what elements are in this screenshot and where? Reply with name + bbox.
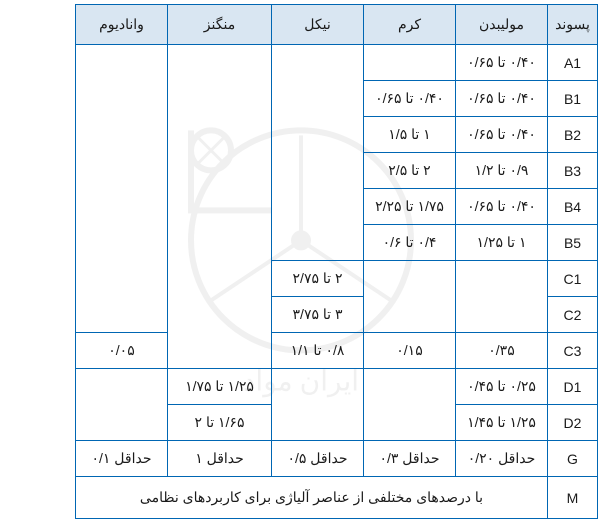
row-B2: B2 ۰/۴۰ تا ۰/۶۵ ۱ تا ۱/۵ — [0, 117, 598, 153]
cell-cr: ۱ تا ۱/۵ — [364, 117, 456, 153]
cell-cr — [364, 405, 456, 441]
cell-suffix: B5 — [548, 225, 598, 261]
cell-suffix: D1 — [548, 369, 598, 405]
cell-suffix: C2 — [548, 297, 598, 333]
row-B1: B1 ۰/۴۰ تا ۰/۶۵ ۰/۴۰ تا ۰/۶۵ — [0, 81, 598, 117]
cell-v — [76, 297, 168, 333]
cell-mo: ۰/۴۰ تا ۰/۶۵ — [456, 117, 548, 153]
col-suffix: پسوند — [548, 5, 598, 45]
cell-ni — [272, 189, 364, 225]
cell-ni: حداقل ۰/۵ — [272, 441, 364, 477]
cell-mn — [168, 261, 272, 297]
cell-mn — [168, 81, 272, 117]
cell-ni — [272, 153, 364, 189]
cell-cr: ۰/۴۰ تا ۰/۶۵ — [364, 81, 456, 117]
cell-v — [76, 45, 168, 81]
cell-v — [76, 153, 168, 189]
row-B4: B4 ۰/۴۰ تا ۰/۶۵ ۱/۷۵ تا ۲/۲۵ — [0, 189, 598, 225]
cell-suffix: C1 — [548, 261, 598, 297]
cell-mo — [456, 297, 548, 333]
cell-v — [76, 405, 168, 441]
cell-mn: ۱/۶۵ تا ۲ — [168, 405, 272, 441]
cell-ni: ۳ تا ۳/۷۵ — [272, 297, 364, 333]
cell-ni — [272, 81, 364, 117]
cell-cr — [364, 297, 456, 333]
row-A1: A1 ۰/۴۰ تا ۰/۶۵ — [0, 45, 598, 81]
cell-mn: حداقل ۱ — [168, 441, 272, 477]
cell-mo: ۱/۲۵ تا ۱/۴۵ — [456, 405, 548, 441]
cell-v — [76, 369, 168, 405]
cell-mn — [168, 153, 272, 189]
cell-cr: ۲ تا ۲/۵ — [364, 153, 456, 189]
row-B3: B3 ۰/۹ تا ۱/۲ ۲ تا ۲/۵ — [0, 153, 598, 189]
row-B5: B5 ۱ تا ۱/۲۵ ۰/۴ تا ۰/۶ — [0, 225, 598, 261]
row-G: G حداقل ۰/۲۰ حداقل ۰/۳ حداقل ۰/۵ حداقل ۱… — [0, 441, 598, 477]
cell-mo: ۰/۴۰ تا ۰/۶۵ — [456, 81, 548, 117]
row-D2: D2 ۱/۲۵ تا ۱/۴۵ ۱/۶۵ تا ۲ — [0, 405, 598, 441]
cell-ni — [272, 405, 364, 441]
cell-suffix: B4 — [548, 189, 598, 225]
cell-v — [76, 225, 168, 261]
cell-cr: ۰/۴ تا ۰/۶ — [364, 225, 456, 261]
cell-ni — [272, 45, 364, 81]
cell-ni: ۰/۸ تا ۱/۱ — [272, 333, 364, 369]
cell-suffix: B2 — [548, 117, 598, 153]
cell-suffix: B1 — [548, 81, 598, 117]
cell-suffix: G — [548, 441, 598, 477]
cell-suffix: B3 — [548, 153, 598, 189]
cell-mo: ۱ تا ۱/۲۵ — [456, 225, 548, 261]
cell-suffix: C3 — [548, 333, 598, 369]
cell-cr — [364, 45, 456, 81]
col-v: وانادیوم — [76, 5, 168, 45]
row-D1: D1 ۰/۲۵ تا ۰/۴۵ ۱/۲۵ تا ۱/۷۵ — [0, 369, 598, 405]
cell-cr: حداقل ۰/۳ — [364, 441, 456, 477]
cell-mn — [168, 225, 272, 261]
cell-mo — [456, 261, 548, 297]
cell-suffix: A1 — [548, 45, 598, 81]
cell-v: ۰/۰۵ — [76, 333, 168, 369]
cell-v — [76, 81, 168, 117]
cell-ni — [272, 117, 364, 153]
cell-mn — [168, 297, 272, 333]
cell-v — [76, 117, 168, 153]
cell-mo: ۰/۲۵ تا ۰/۴۵ — [456, 369, 548, 405]
cell-mn — [168, 333, 272, 369]
cell-mo: ۰/۴۰ تا ۰/۶۵ — [456, 45, 548, 81]
cell-ni — [272, 369, 364, 405]
row-C2: C2 ۳ تا ۳/۷۵ — [0, 297, 598, 333]
col-mo: مولیبدن — [456, 5, 548, 45]
cell-suffix: D2 — [548, 405, 598, 441]
cell-mn — [168, 45, 272, 81]
cell-cr — [364, 261, 456, 297]
cell-cr: ۰/۱۵ — [364, 333, 456, 369]
col-mn: منگنز — [168, 5, 272, 45]
cell-mo: ۰/۳۵ — [456, 333, 548, 369]
cell-mn — [168, 117, 272, 153]
alloy-composition-table: پسوند مولیبدن کرم نیکل منگنز وانادیوم A1… — [0, 4, 598, 519]
cell-v — [76, 189, 168, 225]
row-M: M با درصدهای مختلفی از عناصر آلیاژی برای… — [0, 477, 598, 519]
header-row: پسوند مولیبدن کرم نیکل منگنز وانادیوم — [0, 5, 598, 45]
cell-mn — [168, 189, 272, 225]
cell-suffix: M — [548, 477, 598, 519]
cell-v: حداقل ۰/۱ — [76, 441, 168, 477]
col-ni: نیکل — [272, 5, 364, 45]
cell-mo: ۰/۹ تا ۱/۲ — [456, 153, 548, 189]
cell-mo: حداقل ۰/۲۰ — [456, 441, 548, 477]
cell-ni — [272, 225, 364, 261]
row-C3: C3 ۰/۳۵ ۰/۱۵ ۰/۸ تا ۱/۱ ۰/۰۵ — [0, 333, 598, 369]
col-cr: کرم — [364, 5, 456, 45]
cell-mn: ۱/۲۵ تا ۱/۷۵ — [168, 369, 272, 405]
cell-cr — [364, 369, 456, 405]
cell-v — [76, 261, 168, 297]
cell-ni: ۲ تا ۲/۷۵ — [272, 261, 364, 297]
row-C1: C1 ۲ تا ۲/۷۵ — [0, 261, 598, 297]
cell-mo: ۰/۴۰ تا ۰/۶۵ — [456, 189, 548, 225]
cell-cr: ۱/۷۵ تا ۲/۲۵ — [364, 189, 456, 225]
cell-note: با درصدهای مختلفی از عناصر آلیاژی برای ک… — [76, 477, 548, 519]
